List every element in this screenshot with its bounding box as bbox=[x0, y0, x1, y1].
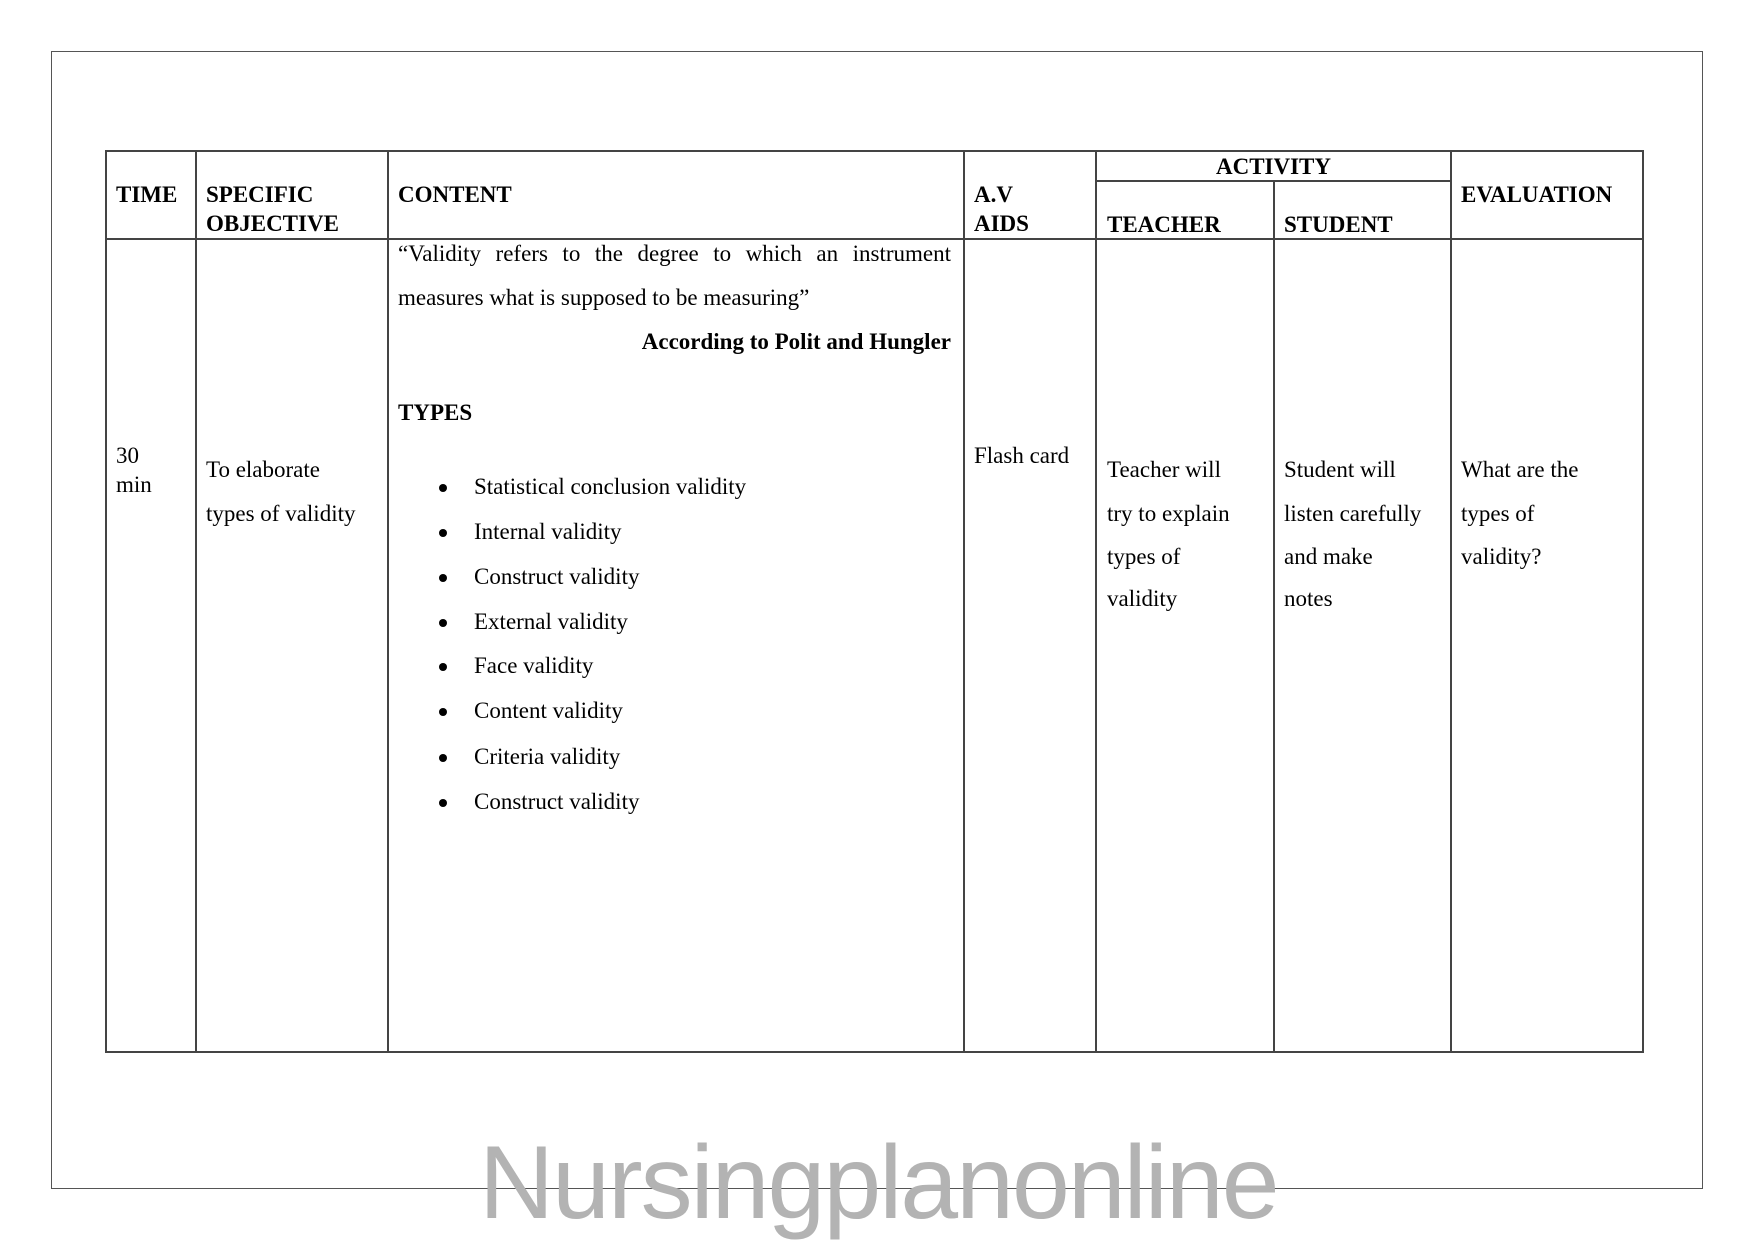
teacher-line: try to explain bbox=[1107, 501, 1230, 526]
teacher-line: Teacher will bbox=[1107, 457, 1221, 482]
type-item: Criteria validity bbox=[474, 744, 621, 769]
col-border bbox=[963, 150, 965, 1053]
activity-divider bbox=[1095, 180, 1450, 182]
evaluation-line: validity? bbox=[1461, 544, 1542, 569]
bullet-icon bbox=[439, 484, 447, 492]
evaluation-line: types of bbox=[1461, 501, 1535, 526]
type-item: Content validity bbox=[474, 698, 623, 723]
header-av-aids: AIDS bbox=[974, 211, 1029, 236]
col-border bbox=[195, 150, 197, 1053]
type-item: Internal validity bbox=[474, 519, 622, 544]
header-activity: ACTIVITY bbox=[1215, 154, 1332, 179]
student-line: listen carefully bbox=[1284, 501, 1422, 526]
col-border bbox=[1095, 150, 1097, 1053]
col-border bbox=[1273, 180, 1275, 1053]
student-line: and make bbox=[1284, 544, 1373, 569]
objective-line: types of validity bbox=[206, 501, 356, 526]
bullet-icon bbox=[439, 754, 447, 762]
header-divider bbox=[105, 238, 1644, 240]
student-line: Student will bbox=[1284, 457, 1396, 482]
bullet-icon bbox=[439, 708, 447, 716]
teacher-line: validity bbox=[1107, 586, 1178, 611]
objective-line: To elaborate bbox=[206, 457, 320, 482]
type-item: External validity bbox=[474, 609, 628, 634]
col-border bbox=[1450, 150, 1452, 1053]
type-item: Construct validity bbox=[474, 564, 640, 589]
bullet-icon bbox=[439, 529, 447, 537]
col-border bbox=[387, 150, 389, 1053]
header-student: STUDENT bbox=[1284, 212, 1393, 237]
table-border-bottom bbox=[105, 1051, 1644, 1053]
time-value: 30 bbox=[116, 443, 139, 468]
time-unit: min bbox=[116, 472, 152, 497]
av-aids-value: Flash card bbox=[974, 443, 1070, 468]
col-border bbox=[105, 150, 107, 1053]
header-evaluation: EVALUATION bbox=[1461, 182, 1613, 207]
header-av-aids: A.V bbox=[974, 182, 1013, 207]
bullet-icon bbox=[439, 619, 447, 627]
bullet-icon bbox=[439, 799, 447, 807]
watermark: Nursingplanonline bbox=[479, 1125, 1280, 1241]
types-heading: TYPES bbox=[398, 400, 473, 425]
definition-line: measures what is supposed to be measurin… bbox=[398, 285, 810, 310]
definition-line: “Validity refers to the degree to which … bbox=[398, 241, 951, 266]
header-time: TIME bbox=[116, 182, 178, 207]
student-line: notes bbox=[1284, 586, 1333, 611]
teacher-line: types of bbox=[1107, 544, 1181, 569]
header-specific-objective: OBJECTIVE bbox=[206, 211, 339, 236]
col-border bbox=[1642, 150, 1644, 1053]
bullet-icon bbox=[439, 574, 447, 582]
type-item: Construct validity bbox=[474, 789, 640, 814]
bullet-icon bbox=[439, 663, 447, 671]
type-item: Statistical conclusion validity bbox=[474, 474, 747, 499]
citation: According to Polit and Hungler bbox=[641, 329, 951, 354]
evaluation-line: What are the bbox=[1461, 457, 1579, 482]
page-border bbox=[51, 51, 1703, 1189]
header-teacher: TEACHER bbox=[1107, 212, 1221, 237]
header-content: CONTENT bbox=[398, 182, 512, 207]
table-border-top bbox=[105, 150, 1644, 152]
header-specific-objective: SPECIFIC bbox=[206, 182, 314, 207]
type-item: Face validity bbox=[474, 653, 594, 678]
